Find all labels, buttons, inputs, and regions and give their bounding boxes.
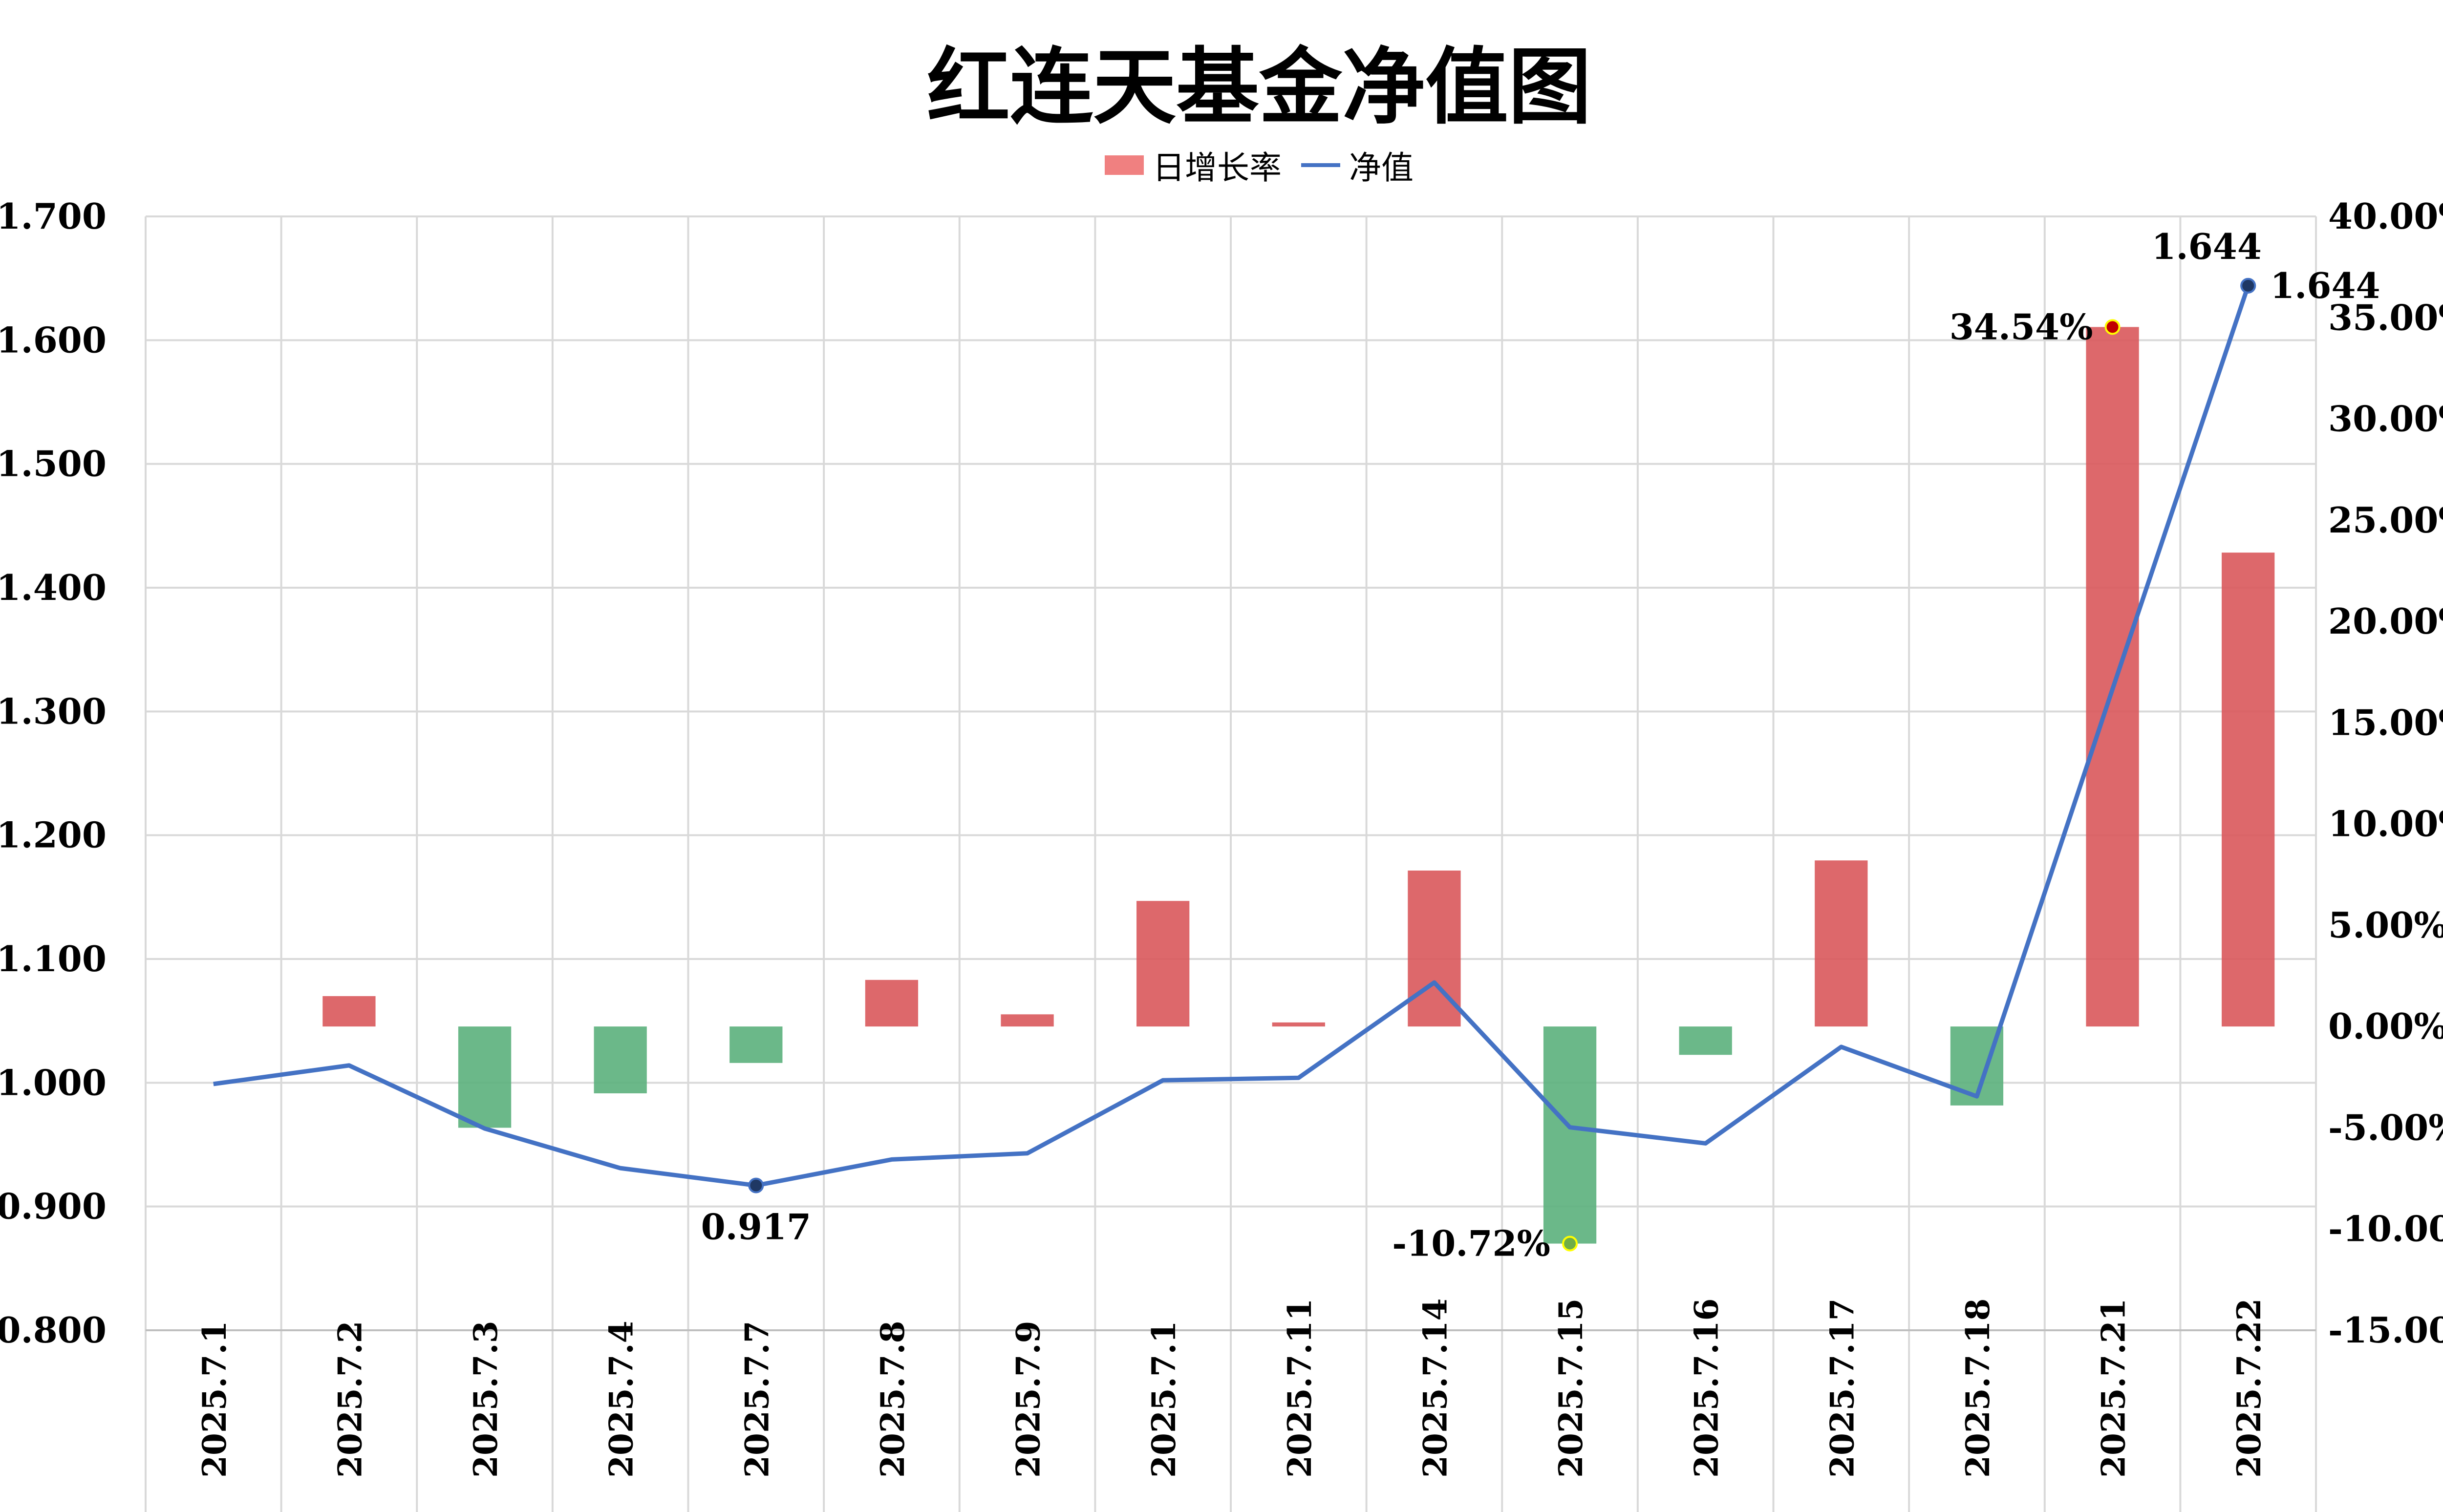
data-point-marker — [748, 1177, 764, 1193]
legend-item-nav: 净值 — [1301, 142, 1414, 189]
x-tick-label: 2025.7.9 — [1009, 1321, 1048, 1478]
x-tick-label: 2025.7.15 — [1552, 1299, 1590, 1478]
x-tick-label: 2025.7.8 — [874, 1321, 912, 1478]
y-right-tick-label: 20.00% — [2328, 600, 2443, 642]
y-right-tick-label: -5.00% — [2328, 1107, 2443, 1148]
x-tick-label: 2025.7.18 — [1959, 1299, 1997, 1478]
bar-daily-growth — [1679, 1026, 1732, 1055]
y-right-tick-label: 10.00% — [2328, 803, 2443, 845]
x-tick-label: 2025.7.4 — [602, 1321, 641, 1478]
x-tick-label: 2025.7.14 — [1416, 1299, 1454, 1478]
bar-daily-growth — [1001, 1014, 1054, 1027]
bar-daily-growth — [865, 980, 919, 1027]
chart-title: 红连天基金净值图 — [926, 38, 1591, 136]
data-label: -10.72% — [1392, 1223, 1550, 1264]
y-right-tick-label: 35.00% — [2328, 297, 2443, 338]
y-right-tick-label: -15.00% — [2328, 1309, 2443, 1351]
data-point-marker — [2240, 277, 2256, 294]
bar-daily-growth — [1815, 860, 1868, 1027]
y-right-tick-label: 40.00% — [2328, 195, 2443, 237]
y-left-tick-label: 0.800 — [0, 1309, 107, 1351]
y-right-tick-label: 15.00% — [2328, 702, 2443, 743]
x-tick-label: 2025.7.1 — [195, 1321, 234, 1478]
bar-daily-growth — [2086, 327, 2139, 1027]
line-nav — [213, 285, 2250, 1188]
x-tick-label: 2025.7.16 — [1688, 1299, 1726, 1478]
y-left-tick-label: 1.600 — [0, 319, 107, 361]
y-right-tick-label: 0.00% — [2328, 1005, 2443, 1047]
x-tick-label: 2025.7.17 — [1823, 1299, 1861, 1478]
y-left-tick-label: 1.300 — [0, 690, 107, 732]
y-right-tick-label: -10.00% — [2328, 1208, 2443, 1250]
y-left-tick-label: 1.500 — [0, 443, 107, 485]
x-tick-label: 2025.7.1 — [1145, 1321, 1183, 1478]
data-label: 34.54% — [1950, 306, 2093, 347]
bar-daily-growth — [322, 996, 376, 1027]
bar-daily-growth — [1272, 1022, 1325, 1027]
bar-daily-growth — [1136, 901, 1190, 1027]
legend-label-growth: 日增长率 — [1153, 149, 1282, 187]
legend: 日增长率 净值 — [0, 142, 2443, 189]
y-right-tick-label: 25.00% — [2328, 499, 2443, 541]
bar-daily-growth — [458, 1026, 512, 1128]
legend-label-nav: 净值 — [1349, 149, 1414, 187]
y-left-tick-label: 1.200 — [0, 814, 107, 856]
x-tick-label: 2025.7.3 — [467, 1321, 505, 1478]
y-left-tick-label: 1.400 — [0, 567, 107, 608]
legend-swatch-line — [1301, 163, 1340, 167]
bar-daily-growth — [2222, 553, 2275, 1027]
legend-item-growth: 日增长率 — [1105, 142, 1282, 189]
data-point-marker — [1562, 1235, 1578, 1252]
data-label: 1.644 — [2270, 265, 2380, 306]
y-left-tick-label: 1.000 — [0, 1062, 107, 1103]
y-left-tick-label: 1.700 — [0, 195, 107, 237]
x-tick-label: 2025.7.7 — [738, 1321, 776, 1478]
x-tick-label: 2025.7.22 — [2230, 1299, 2268, 1478]
y-left-tick-label: 0.900 — [0, 1186, 107, 1227]
data-label: 1.644 — [2151, 226, 2261, 267]
y-right-tick-label: 30.00% — [2328, 398, 2443, 440]
legend-swatch-bar — [1105, 155, 1144, 175]
y-right-tick-label: 5.00% — [2328, 904, 2443, 946]
data-label: 0.917 — [701, 1206, 811, 1248]
bar-daily-growth — [594, 1026, 647, 1093]
x-tick-label: 2025.7.2 — [331, 1321, 369, 1478]
x-tick-label: 2025.7.11 — [1281, 1299, 1319, 1478]
bar-daily-growth — [1543, 1026, 1597, 1244]
x-tick-label: 2025.7.21 — [2095, 1299, 2133, 1478]
data-point-marker — [2104, 319, 2121, 335]
y-left-tick-label: 1.100 — [0, 938, 107, 980]
bar-daily-growth — [729, 1026, 783, 1063]
